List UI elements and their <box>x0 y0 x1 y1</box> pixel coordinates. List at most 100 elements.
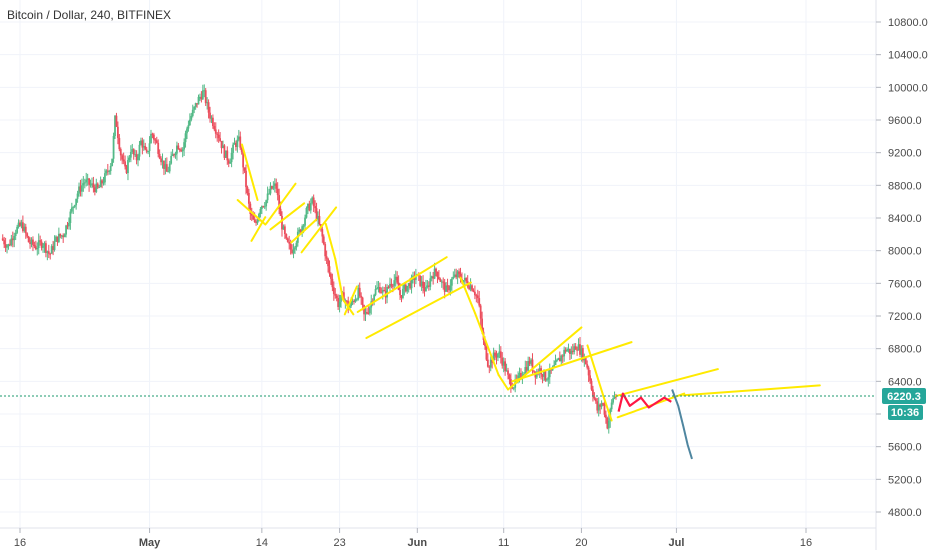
candle-down <box>283 226 286 235</box>
candle-down <box>204 90 207 104</box>
candle-down <box>471 285 473 291</box>
pattern-line[interactable] <box>497 373 510 391</box>
candle-down <box>390 284 393 286</box>
candle-down <box>485 346 488 360</box>
pattern-line[interactable] <box>240 143 259 202</box>
candle-down <box>432 276 435 279</box>
candle-up <box>104 173 106 183</box>
candle-down <box>45 243 47 253</box>
candle-up <box>147 151 150 153</box>
pattern-line[interactable] <box>356 256 448 313</box>
candle-up <box>548 369 551 378</box>
candle-up <box>394 276 397 281</box>
pattern-line[interactable] <box>602 396 613 422</box>
pattern-line[interactable] <box>459 276 477 315</box>
candle-down <box>328 266 331 274</box>
candle-up <box>20 222 23 226</box>
candle-up <box>282 226 285 230</box>
candle-down <box>353 301 355 303</box>
pattern-line[interactable] <box>334 257 345 301</box>
candle-down <box>360 295 363 298</box>
candle-up <box>489 359 492 368</box>
pattern-line[interactable] <box>586 344 605 399</box>
candle-down <box>255 221 257 224</box>
candle-up <box>91 183 93 185</box>
candle-down <box>571 350 574 352</box>
pattern-line[interactable] <box>511 341 633 383</box>
candle-down <box>486 359 489 367</box>
candle-up <box>265 200 268 207</box>
candle-up <box>168 163 171 172</box>
candle-down <box>34 246 37 250</box>
pattern-line[interactable] <box>324 222 337 260</box>
pattern-line[interactable] <box>474 312 500 376</box>
candle-up <box>184 133 187 143</box>
candle-down <box>24 226 27 234</box>
candle-up <box>17 222 20 227</box>
candle-up <box>89 184 92 186</box>
candle-down <box>606 417 609 429</box>
ytick-label: 4800.0 <box>888 507 922 519</box>
candle-up <box>37 240 40 248</box>
last-price-tag: 6220.3 10:36 <box>882 388 926 421</box>
candle-up <box>456 271 459 278</box>
candle-up <box>7 244 10 247</box>
candle-down <box>380 292 383 294</box>
candle-down <box>276 188 279 196</box>
grid <box>0 0 876 528</box>
candle-up <box>114 115 116 137</box>
pattern-line[interactable] <box>290 218 318 244</box>
candle-down <box>239 136 242 148</box>
candle-down <box>594 398 597 402</box>
candle-up <box>556 359 558 361</box>
candle-up <box>188 119 191 126</box>
candle-down <box>605 414 607 418</box>
pattern-line[interactable] <box>682 384 821 397</box>
pattern-line[interactable] <box>265 182 297 225</box>
candle-up <box>420 281 423 286</box>
projection-blue-path[interactable] <box>671 389 693 460</box>
candle-up <box>573 346 576 352</box>
candle-up <box>69 211 72 223</box>
pattern-line[interactable] <box>236 199 267 226</box>
candle-down <box>246 187 249 193</box>
candle-up <box>76 193 79 199</box>
projection-red-zigzag[interactable] <box>617 392 672 412</box>
pattern-line[interactable] <box>250 216 267 242</box>
time-axis[interactable]: 16 May 14 23 Jun 11 20 Jul 16 <box>14 528 812 549</box>
candle-down <box>504 361 507 372</box>
candle-down <box>495 355 498 358</box>
candle-up <box>256 220 259 224</box>
candle-down <box>436 271 439 277</box>
candle-up <box>268 193 270 195</box>
candle-down <box>278 195 281 209</box>
candle-down <box>499 351 502 358</box>
candle-up <box>259 209 262 214</box>
candle-up <box>612 398 614 403</box>
xtick-label: 20 <box>575 537 587 549</box>
candle-up <box>577 344 580 351</box>
pattern-line[interactable] <box>300 206 338 254</box>
candle-down <box>561 355 564 357</box>
candle-down <box>332 287 335 295</box>
candle-up <box>55 236 57 242</box>
candle-up <box>450 278 453 286</box>
candle-up <box>351 301 354 303</box>
candle-down <box>576 349 579 351</box>
candle-up <box>13 236 16 241</box>
candle-down <box>335 295 338 299</box>
pattern-line[interactable] <box>614 368 719 398</box>
pattern-line[interactable] <box>269 202 306 231</box>
candle-up <box>357 287 360 300</box>
xtick-label: 16 <box>800 537 812 549</box>
candle-down <box>247 192 250 204</box>
candle-down <box>423 287 426 292</box>
candle-down <box>599 404 602 407</box>
pattern-line[interactable] <box>343 285 358 316</box>
candle-up <box>580 348 583 355</box>
pattern-line[interactable] <box>365 281 472 340</box>
candle-down <box>569 348 571 354</box>
candle-down <box>66 225 69 227</box>
